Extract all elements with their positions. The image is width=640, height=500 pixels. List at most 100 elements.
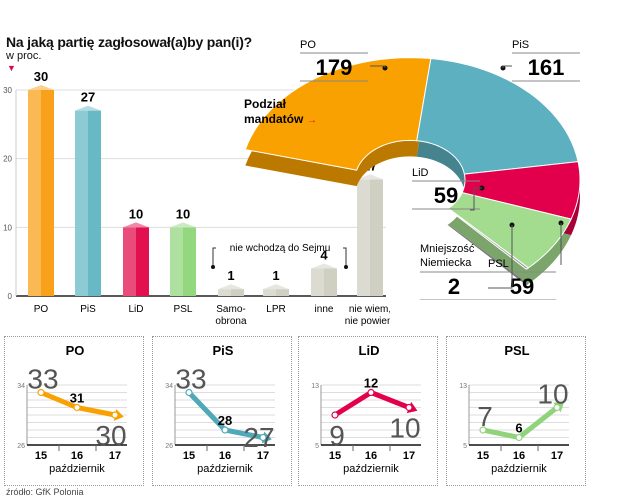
y-tick-label: 20 [3, 155, 12, 164]
data-label: 10 [389, 413, 420, 444]
bar-5 [263, 284, 289, 296]
y-tick-label: 10 [3, 223, 12, 232]
bar-value-label: 10 [129, 206, 143, 221]
x-tick-label: 15 [477, 450, 489, 462]
bar-side [136, 227, 149, 296]
bar-value-label: 30 [34, 70, 48, 84]
panel-title: PO [66, 343, 85, 358]
data-point [73, 403, 81, 412]
bar-front [311, 268, 324, 296]
data-point [221, 426, 229, 434]
seat-label-po-value: 179 [316, 55, 353, 80]
bar-6 [311, 263, 337, 296]
bar-front [263, 289, 276, 296]
data-label: 10 [537, 379, 568, 410]
annotation-label: nie wchodzą do Sejmu [230, 243, 331, 254]
data-point [111, 411, 119, 419]
x-tick-label: inne [315, 304, 334, 315]
trend-panel-psl: PSL 13 5 15 16 17 październik 7 6 10 [446, 336, 586, 486]
seats-title: mandatów [244, 112, 304, 126]
bar-1 [75, 105, 101, 296]
bar-value-label: 10 [176, 206, 190, 221]
bar-value-label: 1 [272, 268, 279, 283]
bar-value-label: 4 [320, 248, 328, 263]
seat-label-mn-name: Mniejszość [420, 243, 475, 255]
leader-line [502, 65, 512, 68]
bar-top [311, 263, 337, 269]
leader-line [470, 187, 482, 211]
bar-4 [218, 284, 244, 296]
x-tick-label: 16 [365, 450, 377, 462]
y-tick-label: 5 [463, 443, 467, 450]
bracket-dot [344, 265, 348, 269]
bar-top [357, 174, 383, 180]
bar-front [28, 90, 41, 296]
bar-front [123, 227, 136, 296]
bar-top [170, 222, 196, 228]
data-label: 33 [27, 364, 58, 395]
seat-label-pis-name: PiS [512, 39, 529, 51]
x-tick-label: 16 [513, 450, 525, 462]
bracket-right [343, 247, 347, 267]
bar-top [75, 105, 101, 111]
bar-2 [123, 222, 149, 296]
panel-title: PiS [213, 343, 234, 358]
x-tick-label: LPR [266, 304, 285, 315]
bar-side [41, 90, 54, 296]
data-label: 30 [95, 420, 126, 451]
x-tick-label: 17 [403, 450, 415, 462]
bar-side [88, 110, 101, 296]
bar-top [28, 85, 54, 90]
bar-front [75, 110, 88, 296]
bracket-left [212, 247, 216, 267]
bar-side [183, 227, 196, 296]
data-point [259, 433, 267, 442]
bar-value-label: 1 [227, 268, 234, 283]
source-note: źródło: GfK Polonia [6, 487, 84, 497]
trend-panel-po: PO 34 26 15 16 17 październik 33 31 30 [4, 336, 144, 486]
seat-label-psl-name: PSL [488, 258, 509, 270]
data-point [515, 433, 523, 442]
x-tick-label: nie powiem [345, 316, 390, 327]
data-label: 7 [477, 401, 493, 432]
x-tick-label: nie wiem, [349, 304, 390, 315]
seat-label-lid-value: 59 [434, 183, 458, 208]
bar-front [170, 227, 183, 296]
data-point [185, 388, 193, 397]
y-tick-label: 30 [3, 86, 12, 95]
leader-line [488, 225, 513, 289]
bar-top [123, 222, 149, 228]
x-axis-label: październik [343, 463, 399, 475]
data-point [331, 411, 339, 419]
data-label: 28 [218, 413, 232, 428]
bar-front [357, 179, 370, 296]
x-tick-label: PSL [174, 304, 193, 315]
trend-panel-lid: LiD 13 5 15 16 17 październik 9 12 10 [298, 336, 438, 486]
x-tick-label: 15 [183, 450, 195, 462]
panel-title: LiD [359, 343, 380, 358]
seat-label-mn-name: Niemiecka [420, 257, 472, 269]
seat-label-psl-value: 59 [510, 274, 534, 299]
x-tick-label: 15 [35, 450, 47, 462]
bar-7 [357, 174, 383, 296]
x-tick-label: 16 [71, 450, 83, 462]
data-point [367, 388, 375, 397]
x-tick-label: 16 [219, 450, 231, 462]
bar-value-label: 27 [81, 90, 95, 105]
data-point [479, 426, 487, 434]
data-label: 6 [515, 421, 522, 436]
y-tick-label: 34 [17, 383, 25, 390]
bar-side [324, 268, 337, 296]
bar-3 [170, 222, 196, 296]
seat-label-mn-value: 2 [448, 274, 460, 299]
down-arrow-icon: ▼ [7, 63, 16, 73]
data-point [405, 403, 413, 412]
panel-title: PSL [504, 343, 529, 358]
bar-front [218, 289, 231, 296]
data-label: 9 [329, 420, 345, 451]
seat-label-pis-value: 161 [528, 55, 565, 80]
trend-panel-pis: PiS 34 26 15 16 17 październik 33 28 27 [152, 336, 292, 486]
x-tick-label: 17 [551, 450, 563, 462]
right-arrow-icon: → [307, 115, 317, 126]
seats-chart: PO179PiS161LiD59PSL59MniejszośćNiemiecka… [244, 39, 581, 300]
